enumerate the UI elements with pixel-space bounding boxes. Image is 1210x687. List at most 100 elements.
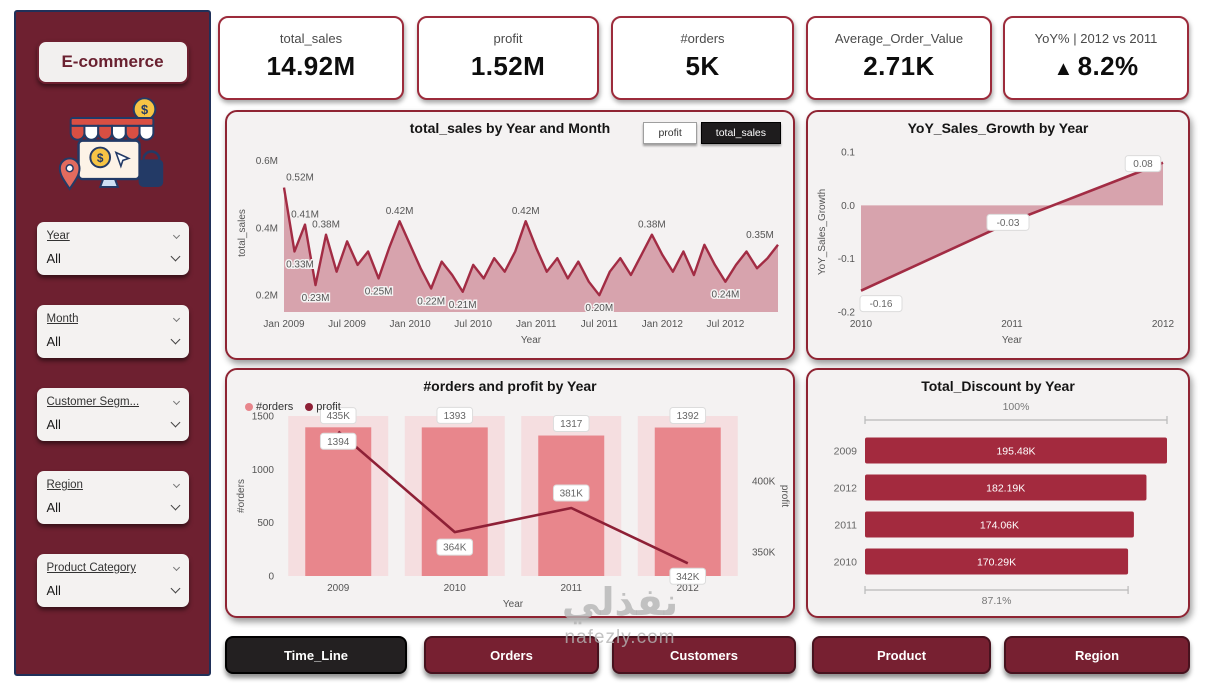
nav-customers-button[interactable]: Customers xyxy=(612,636,796,674)
svg-text:0.33M: 0.33M xyxy=(286,259,314,270)
svg-text:Jul 2012: Jul 2012 xyxy=(707,319,745,330)
filter-customer-segment[interactable]: Customer Segm... All xyxy=(36,388,189,441)
svg-text:0.38M: 0.38M xyxy=(638,220,666,231)
kpi-profit: profit 1.52M xyxy=(417,16,599,100)
chart-title-total-sales: total_sales by Year and Month xyxy=(409,120,611,136)
svg-text:0.23M: 0.23M xyxy=(302,293,330,304)
svg-text:2011: 2011 xyxy=(1001,319,1023,330)
svg-text:1000: 1000 xyxy=(252,465,275,476)
svg-text:2012: 2012 xyxy=(677,583,700,594)
svg-text:Year: Year xyxy=(521,335,542,346)
total-sales-area-chart[interactable]: 0.2M 0.4M 0.6M Jan 2009 Jul 2009 Jan 2010 Jul … xyxy=(234,140,790,346)
svg-text:0.22M: 0.22M xyxy=(417,296,445,307)
kpi-yoy-value: ▲ 8.2% xyxy=(1053,51,1139,81)
svg-text:364K: 364K xyxy=(443,543,467,554)
nav-timeline-button[interactable]: Time_Line xyxy=(225,636,407,674)
filter-month[interactable]: Month All xyxy=(36,305,189,358)
filter-month-value[interactable]: All xyxy=(46,334,61,349)
svg-text:2010: 2010 xyxy=(850,319,873,330)
svg-text:0.42M: 0.42M xyxy=(386,206,414,217)
svg-text:-0.2: -0.2 xyxy=(838,308,856,319)
nav-product-button[interactable]: Product xyxy=(812,636,991,674)
kpi-profit-label: profit xyxy=(493,31,523,46)
svg-text:-0.03: -0.03 xyxy=(997,218,1020,229)
svg-text:0.25M: 0.25M xyxy=(365,286,393,297)
legend-orders: #orders xyxy=(245,401,293,413)
toggle-profit-button[interactable]: profit xyxy=(643,122,697,144)
filter-year-label: Year xyxy=(46,230,70,242)
panel-orders-profit: #orders and profit by Year #orders profi… xyxy=(225,368,795,618)
svg-text:1500: 1500 xyxy=(252,412,275,423)
chevron-down-icon[interactable] xyxy=(172,314,180,322)
kpi-average-order-value: Average_Order_Value 2.71K xyxy=(806,16,992,100)
filter-customer-segment-label: Customer Segm... xyxy=(46,396,140,408)
up-triangle-icon: ▲ xyxy=(1053,58,1074,80)
filter-region[interactable]: Region All xyxy=(36,471,189,524)
svg-text:Jul 2009: Jul 2009 xyxy=(328,319,366,330)
filter-year-value[interactable]: All xyxy=(46,251,61,266)
legend-profit: profit xyxy=(305,401,341,413)
svg-text:2012: 2012 xyxy=(1152,319,1175,330)
kpi-orders-label: #orders xyxy=(680,31,725,46)
svg-text:Jan 2010: Jan 2010 xyxy=(390,319,432,330)
kpi-profit-value: 1.52M xyxy=(470,51,546,81)
svg-text:-0.16: -0.16 xyxy=(870,299,893,310)
svg-text:381K: 381K xyxy=(560,489,584,500)
chevron-down-icon[interactable] xyxy=(172,563,180,571)
svg-text:Jul 2011: Jul 2011 xyxy=(581,319,619,330)
svg-text:profit: profit xyxy=(779,485,790,507)
kpi-average-order-value-value: 2.71K xyxy=(863,51,935,81)
nav-region-button[interactable]: Region xyxy=(1004,636,1190,674)
svg-text:0.42M: 0.42M xyxy=(512,206,540,217)
chevron-down-icon[interactable] xyxy=(172,480,180,488)
filter-product-category-value[interactable]: All xyxy=(46,583,61,598)
chevron-down-icon[interactable] xyxy=(172,397,180,405)
svg-text:Year: Year xyxy=(503,599,524,610)
sidebar: E-commerce $ $ xyxy=(14,10,211,676)
svg-text:0.4M: 0.4M xyxy=(256,223,278,234)
filter-product-category[interactable]: Product Category All xyxy=(36,554,189,607)
kpi-orders: #orders 5K xyxy=(611,16,794,100)
chevron-down-icon[interactable] xyxy=(170,251,180,262)
svg-text:342K: 342K xyxy=(676,572,700,583)
discount-hbar-chart[interactable]: 195.48K 2009 182.19K 2012 174.06K 2011 170.29K… xyxy=(815,398,1183,610)
series-toggle-group: profit total_sales xyxy=(643,122,781,144)
ecommerce-store-icon: $ $ xyxy=(16,94,209,212)
panel-total-discount: Total_Discount by Year 195.48K 2009 182.19… xyxy=(806,368,1190,618)
kpi-total-sales: total_sales 14.92M xyxy=(218,16,404,100)
svg-text:500: 500 xyxy=(257,518,274,529)
chevron-down-icon[interactable] xyxy=(170,334,180,345)
chart-title-total-discount: Total_Discount by Year xyxy=(921,378,1075,394)
svg-text:0.2M: 0.2M xyxy=(256,291,278,302)
svg-text:Jan 2009: Jan 2009 xyxy=(263,319,305,330)
chart-title-yoy-growth: YoY_Sales_Growth by Year xyxy=(907,120,1089,136)
filter-year[interactable]: Year All xyxy=(36,222,189,275)
chart-title-orders-profit: #orders and profit by Year xyxy=(423,378,597,394)
toggle-total-sales-button[interactable]: total_sales xyxy=(700,122,781,144)
svg-text:2011: 2011 xyxy=(560,583,582,594)
svg-text:0.35M: 0.35M xyxy=(746,230,774,241)
svg-text:87.1%: 87.1% xyxy=(982,595,1012,607)
svg-text:100%: 100% xyxy=(1003,401,1030,413)
chevron-down-icon[interactable] xyxy=(170,417,180,428)
svg-text:0.38M: 0.38M xyxy=(312,220,340,231)
svg-text:1392: 1392 xyxy=(677,411,700,422)
filter-region-value[interactable]: All xyxy=(46,500,61,515)
nav-orders-button[interactable]: Orders xyxy=(424,636,599,674)
svg-text:0.08: 0.08 xyxy=(1133,159,1153,170)
svg-text:-0.1: -0.1 xyxy=(838,254,856,265)
svg-text:1317: 1317 xyxy=(560,419,583,430)
svg-text:0.0: 0.0 xyxy=(841,201,855,212)
svg-text:Jul 2010: Jul 2010 xyxy=(454,319,492,330)
svg-text:0: 0 xyxy=(268,572,274,583)
svg-text:2012: 2012 xyxy=(834,483,858,495)
orders-profit-combo-chart[interactable]: 0 500 1000 1500 350K 400K 2009 2010 2011 2012 Year… xyxy=(234,398,790,610)
chevron-down-icon[interactable] xyxy=(170,583,180,594)
chevron-down-icon[interactable] xyxy=(172,231,180,239)
chevron-down-icon[interactable] xyxy=(170,500,180,511)
svg-text:0.20M: 0.20M xyxy=(585,303,613,314)
filter-customer-segment-value[interactable]: All xyxy=(46,417,61,432)
app-title: E-commerce xyxy=(36,40,189,84)
